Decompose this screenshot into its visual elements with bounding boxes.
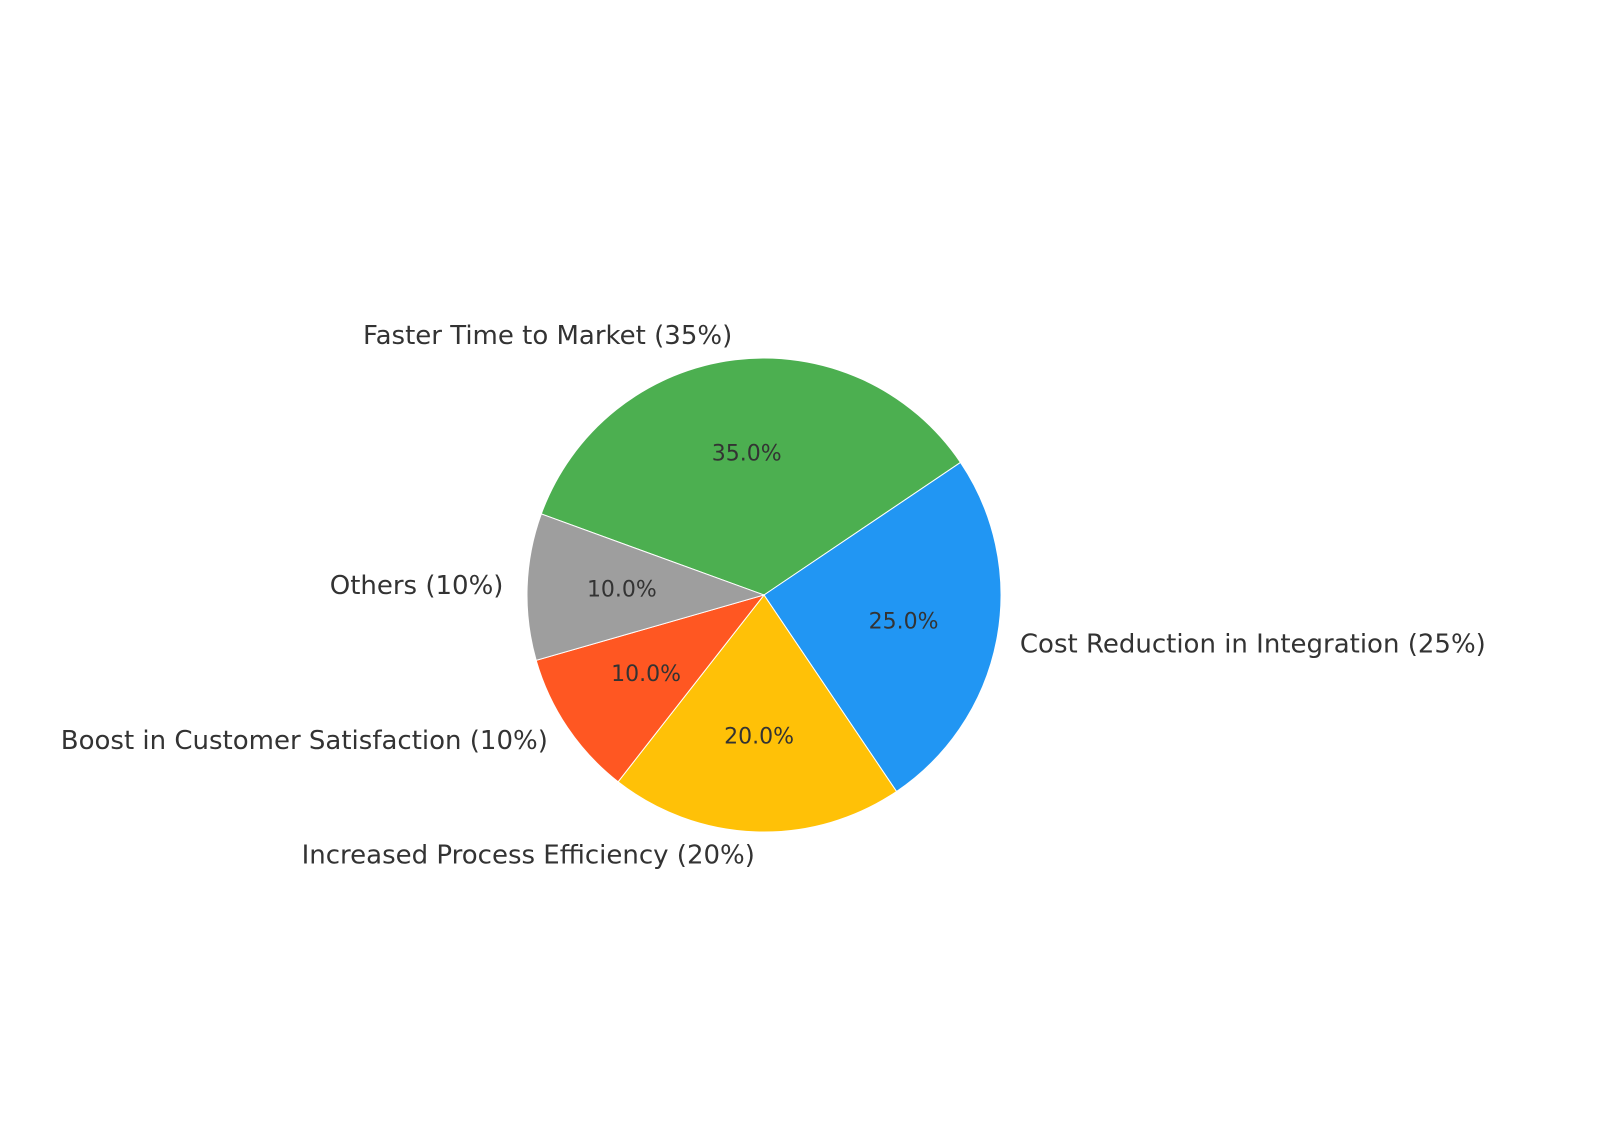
pie-pct-label-4: 10.0% [587, 578, 657, 603]
pie-slice-4 [526, 513, 766, 661]
pie-slice-0 [540, 357, 962, 596]
pie-slice-label-2: Increased Process Efficiency (20%) [302, 841, 755, 871]
pie-slice-label-4: Others (10%) [330, 571, 504, 601]
pie-pct-label-2: 20.0% [724, 725, 794, 750]
slice-labels-layer: Faster Time to Market (35%) Cost Reductio… [61, 321, 1486, 870]
pie-slice-1 [763, 461, 1002, 793]
pie-slice-label-1: Cost Reduction in Integration (25%) [1020, 630, 1486, 660]
pie-slice-3 [535, 594, 766, 783]
pie-slice-label-0: Faster Time to Market (35%) [363, 321, 732, 351]
slices-layer [526, 357, 1002, 833]
pie-pct-label-0: 35.0% [712, 441, 782, 466]
pie-pct-label-1: 25.0% [869, 610, 939, 635]
percentage-labels-layer: 35.0% 25.0% 20.0% 10.0% 10.0% [587, 441, 939, 749]
pie-pct-label-3: 10.0% [611, 662, 681, 687]
pie-slice-label-3: Boost in Customer Satisfaction (10%) [61, 726, 548, 756]
pie-slice-2 [617, 594, 898, 833]
